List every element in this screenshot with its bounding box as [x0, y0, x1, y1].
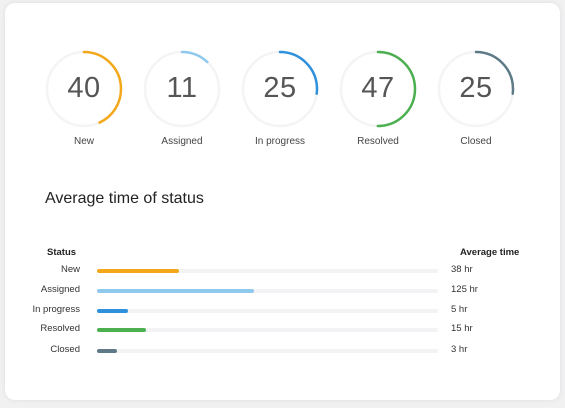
progress-fill [97, 328, 147, 332]
progress-track [97, 309, 438, 313]
ring-chart [339, 50, 417, 128]
progress-track [97, 328, 438, 332]
status-label: Closed [460, 136, 492, 147]
row-average-time: 15 hr [451, 323, 473, 334]
ring-chart [437, 50, 515, 128]
status-ring-row: 40 New 11 Assigned 25 In progress 47 [5, 3, 560, 173]
progress-track [97, 349, 438, 353]
row-status-label: Resolved [40, 323, 80, 334]
row-average-time: 125 hr [451, 284, 478, 295]
status-ring-in-progress[interactable]: 25 In progress [233, 45, 327, 147]
section-title: Average time of status [45, 190, 204, 207]
ring-chart [241, 50, 319, 128]
status-row-closed: Closed 3 hr [5, 344, 560, 360]
status-ring-closed[interactable]: 25 Closed [429, 45, 523, 147]
row-status-label: Assigned [40, 284, 80, 295]
status-label: Resolved [357, 136, 399, 147]
row-average-time: 3 hr [451, 344, 468, 355]
column-header-status: Status [47, 247, 77, 258]
status-count: 40 [67, 72, 101, 104]
status-row-in-progress: In progress 5 hr [5, 304, 560, 320]
status-count: 47 [361, 72, 395, 104]
row-average-time: 5 hr [451, 304, 468, 315]
progress-fill [97, 269, 179, 273]
status-row-resolved: Resolved 15 hr [5, 323, 560, 339]
status-label: New [73, 136, 94, 147]
column-header-average-time: Average time [460, 247, 520, 258]
progress-track [97, 289, 438, 293]
row-status-label: New [60, 264, 80, 275]
status-row-new: New 38 hr [5, 264, 560, 280]
progress-fill [97, 309, 128, 313]
status-ring-new[interactable]: 40 New [37, 45, 131, 147]
status-count: 25 [263, 72, 297, 104]
row-average-time: 38 hr [451, 264, 473, 275]
progress-track [97, 269, 438, 273]
status-ring-assigned[interactable]: 11 Assigned [135, 45, 229, 147]
row-status-label: Closed [50, 344, 80, 355]
status-label: Assigned [161, 136, 203, 147]
progress-fill [97, 289, 254, 293]
status-summary-card: 40 New 11 Assigned 25 In progress 47 [5, 3, 560, 400]
status-ring-resolved[interactable]: 47 Resolved [331, 45, 425, 147]
status-count: 25 [459, 72, 493, 104]
status-row-assigned: Assigned 125 hr [5, 284, 560, 300]
ring-chart [45, 50, 123, 128]
row-status-label: In progress [32, 304, 80, 315]
status-count: 11 [166, 72, 198, 104]
ring-chart [143, 50, 221, 128]
progress-fill [97, 349, 118, 353]
status-label: In progress [254, 136, 306, 147]
